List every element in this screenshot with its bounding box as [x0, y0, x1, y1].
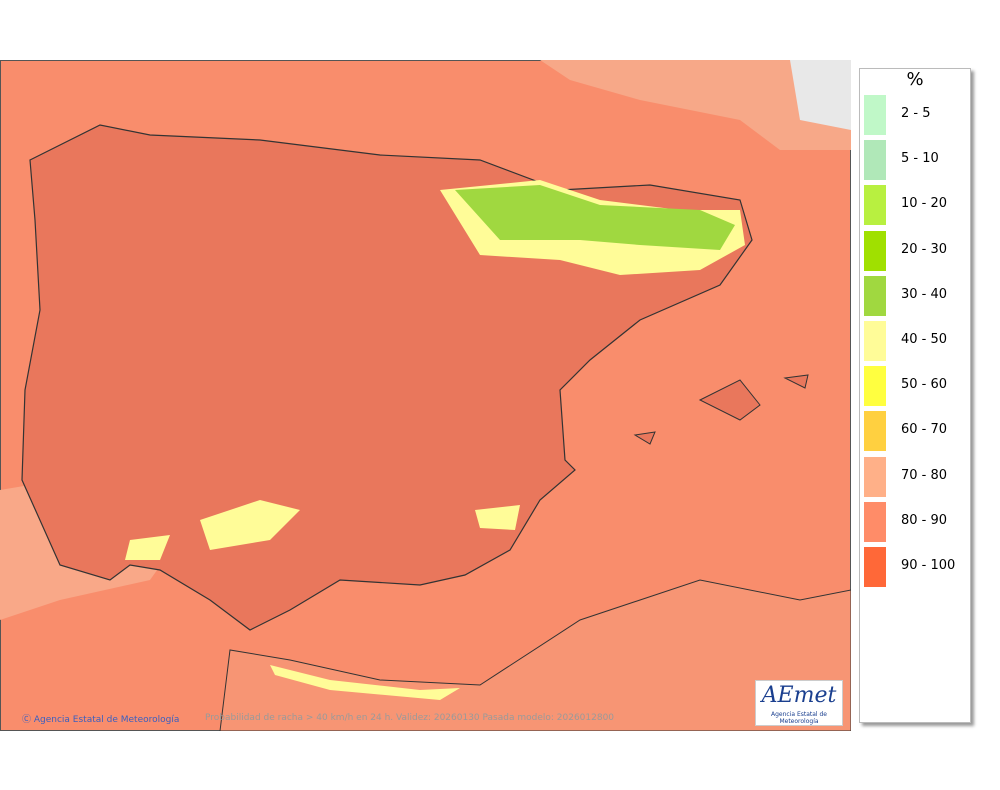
legend-swatch	[864, 185, 886, 226]
legend-swatch	[864, 411, 886, 452]
legend-label: 5 - 10	[901, 151, 939, 167]
caption: Probabilidad de racha > 40 km/h en 24 h.…	[205, 713, 615, 723]
legend-swatch	[864, 95, 886, 135]
legend-title: %	[906, 69, 924, 90]
legend-item: 50 - 60	[864, 366, 968, 407]
legend-label: 70 - 80	[901, 467, 948, 483]
legend-item: 2 - 5	[864, 95, 968, 135]
no-data	[790, 60, 851, 130]
legend: % 2 - 5 5 - 10 10 - 20 20 - 30 30 - 40 40 - 5…	[859, 68, 971, 723]
legend-label: 80 - 90	[901, 512, 948, 528]
south-band	[200, 500, 300, 550]
map	[0, 60, 851, 731]
legend-swatch	[864, 547, 886, 587]
credit: Ⓒ Agencia Estatal de Meteorología	[22, 715, 180, 725]
legend-label: 60 - 70	[901, 422, 948, 438]
pyrenees-green	[455, 185, 735, 250]
legend-swatch	[864, 275, 886, 316]
france-area	[540, 60, 851, 150]
legend-swatch	[864, 321, 886, 361]
legend-swatch	[864, 230, 886, 271]
balearics	[633, 374, 809, 445]
legend-label: 90 - 100	[901, 558, 956, 573]
strait-band	[125, 535, 170, 560]
legend-item: 60 - 70	[864, 411, 968, 452]
legend-label: 50 - 60	[901, 377, 948, 393]
legend-swatch	[864, 366, 886, 407]
legend-label: 20 - 30	[901, 241, 948, 257]
africa-band	[270, 665, 460, 700]
legend-label: 30 - 40	[901, 286, 948, 302]
legend-item: 30 - 40	[864, 275, 968, 316]
legend-item: 70 - 80	[864, 456, 968, 497]
legend-item: 5 - 10	[864, 140, 968, 181]
logo-subtitle: Agencia Estatal de Meteorología	[770, 711, 827, 725]
legend-swatch	[864, 140, 886, 181]
legend-item: 90 - 100	[864, 547, 968, 587]
legend-item: 80 - 90	[864, 501, 968, 542]
logo-text: AEmet	[761, 683, 837, 708]
legend-label: 10 - 20	[901, 196, 948, 212]
legend-label: 2 - 5	[901, 106, 931, 121]
logo: AEmet Agencia Estatal de Meteorología	[755, 680, 843, 726]
murcia-band	[475, 505, 520, 530]
credit-text: Agencia Estatal de Meteorología	[33, 715, 180, 725]
legend-swatch	[864, 456, 886, 497]
legend-item: 40 - 50	[864, 321, 968, 361]
legend-item: 20 - 30	[864, 230, 968, 271]
legend-swatch	[864, 501, 886, 542]
legend-item: 10 - 20	[864, 185, 968, 226]
legend-label: 40 - 50	[901, 332, 948, 347]
